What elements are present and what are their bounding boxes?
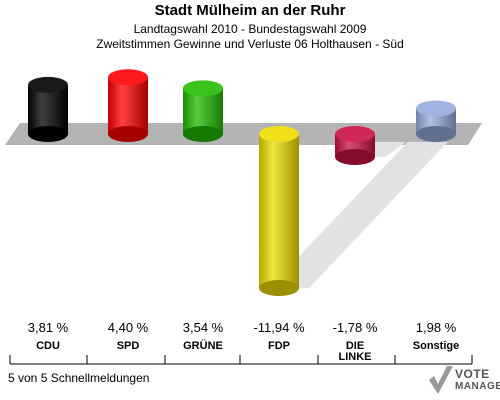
bar-3-top (259, 126, 299, 142)
bar-1-body (108, 77, 148, 134)
bar-0-bottom (28, 126, 68, 142)
bar-value-label: 3,81 % (28, 320, 69, 335)
bar-shadow (269, 142, 448, 289)
bar-1-bottom (108, 126, 148, 142)
category-label: SPD (117, 340, 140, 352)
chart-subtitle-district: Zweitstimmen Gewinne und Verluste 06 Hol… (96, 37, 404, 51)
bar-2-bottom (183, 126, 223, 142)
bar-value-label: 4,40 % (108, 320, 149, 335)
category-label: GRÜNE (183, 339, 223, 352)
bar-2-top (183, 80, 223, 97)
bar-0-body (28, 84, 68, 134)
votemanager-logo: VOTE MANAGER (425, 362, 500, 400)
category-label: LINKE (339, 351, 372, 363)
bar-5-bottom (416, 126, 456, 142)
logo-text-manager: MANAGER (455, 381, 500, 392)
bar-value-label: -11,94 % (253, 320, 305, 335)
bar-value-label: -1,78 % (333, 320, 378, 335)
bar-5-top (416, 100, 456, 117)
footer-status: 5 von 5 Schnellmeldungen (8, 371, 150, 385)
bar-3-bottom (259, 280, 299, 297)
chart-subtitle-election: Landtagswahl 2010 - Bundestagswahl 2009 (133, 22, 367, 36)
bar-value-label: 3,54 % (183, 320, 224, 335)
bar-value-label: 1,98 % (416, 320, 457, 335)
logo-text-vote: VOTE (455, 367, 490, 381)
category-label: DIE (346, 340, 364, 352)
chart-title: Stadt Mülheim an der Ruhr (154, 2, 346, 19)
bar-0-top (28, 76, 68, 93)
category-label: CDU (36, 340, 60, 352)
category-label: FDP (268, 340, 290, 352)
category-label: Sonstige (413, 340, 459, 352)
checkmark-logo-icon (429, 366, 453, 394)
bar-4-bottom (335, 148, 375, 165)
bar-1-top (108, 69, 148, 86)
bar-4-top (335, 126, 375, 142)
bar-3-body (259, 134, 299, 289)
zero-baseline-band (5, 123, 482, 145)
